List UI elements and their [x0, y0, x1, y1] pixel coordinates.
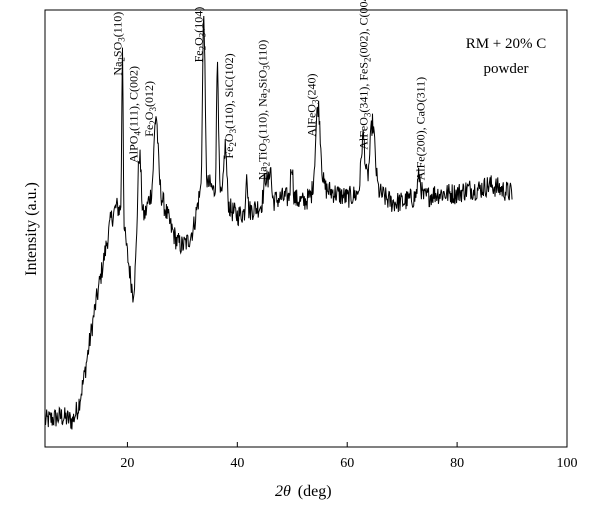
x-axis-label-symbol: 2θ [275, 483, 291, 500]
x-tick-label: 80 [450, 456, 464, 471]
peak-annotation-5: Fe2O3(110), SiC(102) [222, 53, 238, 158]
x-tick-label: 20 [120, 456, 134, 471]
x-tick-label: 60 [340, 456, 354, 471]
series-line-xrd-pattern [44, 16, 513, 430]
x-axis-label-unit: (deg) [298, 483, 332, 500]
peak-annotation-6: Na2TiO3(110), Na2SiO3(110) [256, 40, 272, 181]
legend-line-2: powder [484, 61, 529, 77]
x-tick-label: 40 [230, 456, 244, 471]
peak-annotation-2: AlPO4(111), C(002) [127, 66, 143, 163]
peak-annotation-7: AlFeO3(240) [305, 74, 321, 137]
peak-annotations: Na2SO3(110)AlPO4(111), C(002) Fe2O3(012) F… [111, 0, 428, 180]
peak-annotation-4: Fe2O3(104) [191, 7, 207, 63]
peak-annotation-9: AlFe(200), CaO(311) [413, 77, 427, 181]
plot-area [44, 16, 513, 430]
legend-line-1: RM + 20% C [466, 36, 547, 52]
y-axis-label: Intensity (a.u.) [23, 182, 40, 276]
peak-annotation-1: Na2SO3(110) [111, 12, 127, 76]
plot-frame [44, 9, 568, 448]
x-axis: 20 40 60 80 100 [120, 442, 578, 471]
peak-annotation-8: AlFeO3(341), FeS2(002), C(004) [357, 0, 373, 150]
peak-annotation-3: Fe2O3(012) [142, 81, 158, 137]
x-tick-label: 100 [557, 456, 578, 471]
x-axis-label: 2θ (deg) [275, 483, 332, 500]
